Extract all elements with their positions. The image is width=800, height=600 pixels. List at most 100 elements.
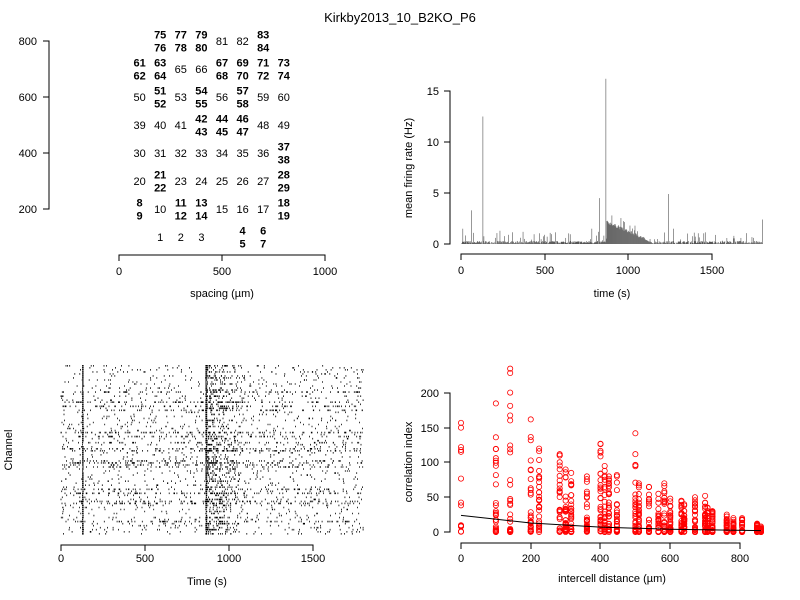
rate-bar	[578, 241, 580, 244]
rate-bar	[524, 238, 525, 244]
correlation-point	[536, 528, 543, 535]
rate-y-tick: 0	[433, 239, 439, 251]
layout-y-tick: 600	[19, 92, 37, 104]
correlation-point	[583, 525, 590, 532]
rate-bar	[518, 242, 519, 244]
rate-bar	[567, 242, 569, 244]
channel-label: 22	[154, 183, 166, 195]
raster-channel-row	[68, 472, 358, 474]
rate-bar	[599, 198, 600, 244]
layout-y-tick: 200	[19, 204, 37, 216]
rate-bar	[677, 241, 679, 244]
rate-bar	[621, 227, 622, 244]
rate-bar	[616, 227, 617, 244]
channel-label: 29	[278, 183, 290, 195]
rate-bar	[516, 243, 517, 244]
correlation-point	[597, 514, 604, 521]
rate-bar	[704, 241, 706, 244]
channel-label: 33	[195, 148, 207, 160]
rate-bar	[505, 241, 506, 244]
raster-channel-row	[61, 421, 360, 424]
correlation-point	[492, 472, 499, 479]
rate-bar	[730, 241, 732, 244]
rate-bar	[759, 241, 760, 244]
channel-label: 28	[278, 170, 290, 182]
rate-bar	[624, 230, 626, 244]
correlation-point	[507, 365, 514, 372]
rate-bar	[641, 238, 642, 244]
correlation-point	[457, 444, 464, 451]
corr-x-label: intercell distance (µm)	[558, 573, 666, 585]
channel-label: 39	[133, 120, 145, 132]
rate-bar	[539, 243, 541, 244]
rate-bar	[550, 241, 552, 244]
correlation-point	[568, 469, 575, 476]
rate-bar	[524, 243, 526, 244]
rate-bar	[552, 241, 554, 244]
rate-bar	[681, 241, 683, 244]
rate-bar	[488, 241, 489, 244]
rate-bar	[603, 242, 604, 244]
correlation-point	[667, 502, 674, 509]
raster-channel-row	[82, 367, 352, 369]
rate-bar	[688, 240, 690, 244]
rate-bar	[646, 240, 647, 244]
rate-bar	[477, 241, 479, 244]
rate-bar	[694, 236, 696, 244]
raster-channel-row	[81, 415, 349, 418]
correlation-point	[507, 497, 514, 504]
rate-bar	[645, 239, 646, 244]
correlation-point	[635, 506, 642, 513]
rate-bar	[514, 243, 515, 244]
rate-bar	[678, 241, 680, 244]
rate-bar	[485, 241, 487, 244]
rate-bar	[574, 241, 576, 244]
rate-bar	[510, 241, 511, 244]
rate-bar	[496, 233, 498, 244]
rate-bar	[588, 241, 589, 244]
rate-bar	[539, 233, 540, 244]
channel-label: 35	[236, 148, 248, 160]
rate-bar	[701, 241, 703, 244]
rate-bar	[614, 224, 615, 244]
rate-bar	[685, 242, 687, 244]
rate-bar	[537, 242, 538, 244]
correlation-point	[605, 502, 612, 509]
rate-bar	[536, 241, 537, 244]
rate-bar	[582, 242, 584, 244]
raster-channel-row	[62, 468, 349, 470]
rate-bar	[602, 240, 603, 244]
rate-bar	[523, 242, 524, 244]
corr-x-tick: 400	[591, 553, 609, 565]
rate-bar	[636, 234, 637, 244]
correlation-point	[655, 499, 662, 506]
rate-bar	[464, 241, 465, 244]
raster-channel-row	[69, 526, 364, 529]
raster-channel-row	[81, 379, 317, 381]
correlation-point	[667, 514, 674, 521]
rate-bar	[535, 242, 536, 244]
figure-title: Kirkby2013_10_B2KO_P6	[324, 10, 476, 25]
correlation-point	[655, 513, 662, 520]
correlation-point	[507, 442, 514, 449]
correlation-point	[613, 479, 620, 486]
rate-bar	[571, 241, 573, 244]
correlation-point	[492, 455, 499, 462]
raster-channel-row	[82, 371, 363, 373]
rate-bar	[485, 241, 486, 244]
rate-bar	[553, 241, 555, 244]
rate-bar	[522, 242, 523, 244]
rate-bar	[542, 241, 544, 244]
correlation-point	[655, 516, 662, 523]
correlation-point	[507, 516, 514, 523]
rate-bar	[483, 236, 485, 244]
rate-bar	[679, 241, 680, 244]
rate-bar	[721, 242, 723, 244]
raster-channel-row	[82, 375, 347, 377]
rate-bar	[698, 243, 700, 244]
channel-label: 59	[257, 92, 269, 104]
raster-channel-row	[63, 423, 342, 426]
channel-label: 19	[278, 211, 290, 223]
firing-rate-panel: 0 5 10 15 mean firing rate (Hz) 0 500 10…	[403, 78, 763, 300]
rate-bar	[708, 241, 710, 244]
